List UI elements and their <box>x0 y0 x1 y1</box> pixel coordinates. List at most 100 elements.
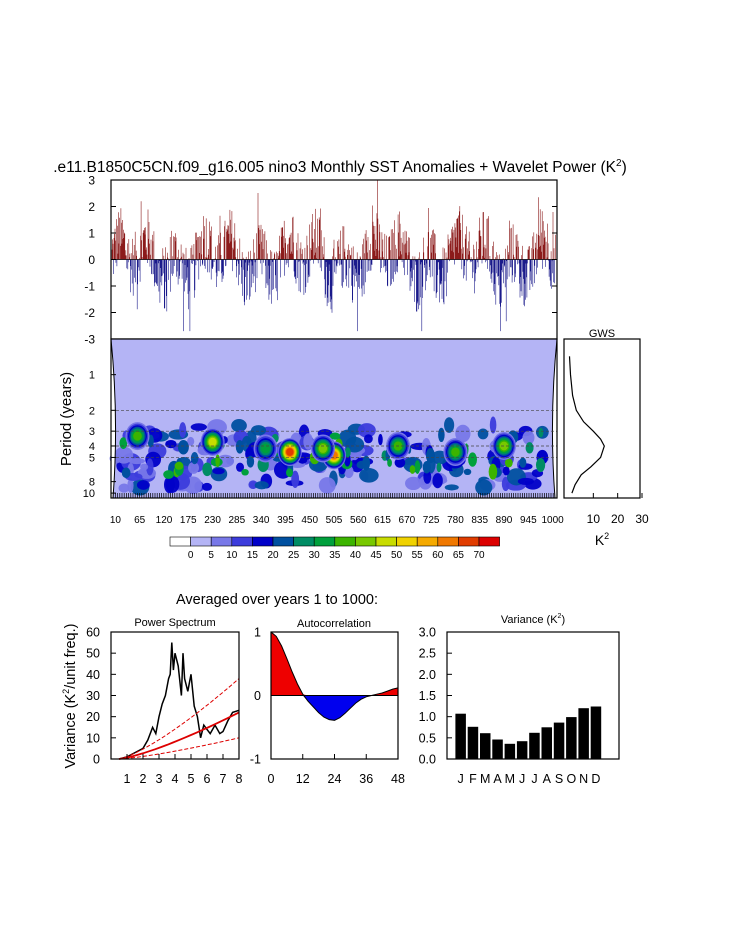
power-spectrum-spectrum-line <box>118 642 240 760</box>
wavelet-contour-blob <box>188 461 200 474</box>
wavelet-xtick-label: 65 <box>134 515 146 526</box>
monthly-variance-xtick-label: A <box>493 772 502 786</box>
timeseries-panel: 3 2 1 0 -1 -2 -3 <box>84 174 558 347</box>
wavelet-ytick-label: 2 <box>89 405 95 417</box>
power-spectrum-lower-5-line <box>118 737 240 760</box>
power-spectrum-xtick-label: 5 <box>188 772 195 786</box>
wavelet-contour-blob <box>525 442 534 454</box>
autocorrelation-xtick-label: 24 <box>328 772 342 786</box>
monthly-variance-xtick-label: A <box>543 772 552 786</box>
wavelet-contour-blob <box>165 439 177 449</box>
gws-line <box>568 356 605 494</box>
wavelet-contour-blob <box>246 455 255 468</box>
autocorrelation-line <box>270 631 399 721</box>
monthly-variance-xtick-label: F <box>469 772 477 786</box>
colorbar-label: 70 <box>473 550 485 561</box>
wavelet-contour-blob <box>414 460 421 474</box>
wavelet-contour-blob <box>501 476 510 492</box>
wavelet-xtick-label: 505 <box>326 515 343 526</box>
colorbar-label: 30 <box>309 550 321 561</box>
monthly-variance-bar <box>553 722 565 759</box>
power-spectrum-ytick-label: 40 <box>86 668 100 682</box>
monthly-variance-ytick-label: 0.0 <box>419 753 436 767</box>
autocorrelation-xtick-label: 36 <box>359 772 373 786</box>
wavelet-xtick-label: 725 <box>423 515 440 526</box>
colorbar-swatch <box>210 536 233 547</box>
power-spectrum-xtick-label: 2 <box>140 772 147 786</box>
power-spectrum-xtick-label: 1 <box>124 772 131 786</box>
colorbar-swatch <box>375 536 397 547</box>
wavelet-contour-blob <box>212 467 225 475</box>
monthly-variance-xtick-label: D <box>591 772 600 786</box>
gws-xlabel: K2 <box>595 531 609 548</box>
averaged-title: Averaged over years 1 to 1000: <box>176 592 378 608</box>
monthly-variance-bar <box>516 741 528 759</box>
wavelet-xtick-label: 285 <box>229 515 246 526</box>
wavelet-contour-blob <box>118 483 130 493</box>
wavelet-contour-blob <box>286 468 293 477</box>
wavelet-contour-blob <box>357 423 376 438</box>
wavelet-contour-blob <box>187 436 195 446</box>
wavelet-contour-blob <box>235 439 244 454</box>
monthly-variance-bar <box>590 706 602 759</box>
colorbar-label: 50 <box>391 550 403 561</box>
wavelet-contour-blob <box>136 480 150 490</box>
wavelet-contour-blob <box>432 473 443 489</box>
wavelet-contour-blob <box>121 467 131 479</box>
monthly-variance-xtick-label: S <box>555 772 563 786</box>
colorbar-label: 0 <box>188 550 194 561</box>
monthly-variance-xtick-label: O <box>566 772 576 786</box>
main-title: .e11.B1850C5CN.f09_g16.005 nino3 Monthly… <box>53 158 627 176</box>
wavelet-ytick-label: 4 <box>89 441 95 453</box>
autocorrelation-xtick-label: 48 <box>391 772 405 786</box>
colorbar-swatch <box>437 536 459 547</box>
autocorrelation-xtick-label: 12 <box>296 772 310 786</box>
wavelet-contour-blob <box>378 433 383 446</box>
wavelet-power-contours <box>109 416 549 496</box>
colorbar-label: 20 <box>267 550 279 561</box>
colorbar-swatch <box>313 536 336 547</box>
wavelet-hotspot <box>261 443 271 454</box>
wavelet-contour-blob <box>364 434 373 444</box>
wavelet-xtick-label: 670 <box>399 515 416 526</box>
timeseries-ytick-label: 3 <box>88 174 95 188</box>
monthly-variance-ytick-label: 1.0 <box>419 710 436 724</box>
wavelet-xtick-label: 395 <box>277 515 294 526</box>
colorbar-label: 10 <box>226 550 238 561</box>
wavelet-contour-blob <box>190 423 208 431</box>
power-spectrum-ylabel: Variance (K2/unit freq.) <box>61 624 79 769</box>
monthly-variance-xtick-label: J <box>531 772 537 786</box>
wavelet-ytick-label: 3 <box>89 426 95 438</box>
wavelet-hotspot <box>451 447 460 457</box>
wavelet-contour-blob <box>422 461 431 474</box>
wavelet-contour-blob <box>179 422 187 438</box>
wavelet-contour-blob <box>248 480 258 490</box>
wavelet-contour-blob <box>202 462 213 477</box>
wavelet-ytick-label: 5 <box>89 452 95 464</box>
colorbar: 0 5 10 15 20 25 30 35 40 45 50 55 60 65 70 <box>169 536 500 561</box>
gws-xtick-label: 10 <box>587 512 601 526</box>
wavelet-contour-blob <box>303 433 313 450</box>
wavelet-contour-blob <box>215 454 220 468</box>
wavelet-hotspot <box>133 431 142 441</box>
cone-of-influence <box>110 338 558 499</box>
wavelet-contour-blob <box>345 436 365 453</box>
timeseries-bars <box>111 180 557 332</box>
monthly-variance-ytick-label: 1.5 <box>419 689 436 703</box>
colorbar-swatch <box>396 536 418 547</box>
wavelet-contour-blob <box>241 468 249 476</box>
wavelet-contour-blob <box>250 425 267 436</box>
colorbar-swatch <box>272 536 294 547</box>
autocorrelation-xtick-label: 0 <box>268 772 275 786</box>
wavelet-frame <box>110 338 558 499</box>
colorbar-swatch <box>231 536 253 547</box>
wavelet-contour-blob <box>318 477 336 494</box>
wavelet-contour-blob <box>522 430 535 445</box>
gws-xtick-label: 20 <box>611 512 625 526</box>
wavelet-contour-blob <box>127 478 134 493</box>
power-spectrum-xtick-label: 6 <box>204 772 211 786</box>
monthly-variance-bar <box>541 727 552 760</box>
wavelet-contour-blob <box>344 447 351 458</box>
wavelet-xtick-label: 945 <box>520 515 537 526</box>
